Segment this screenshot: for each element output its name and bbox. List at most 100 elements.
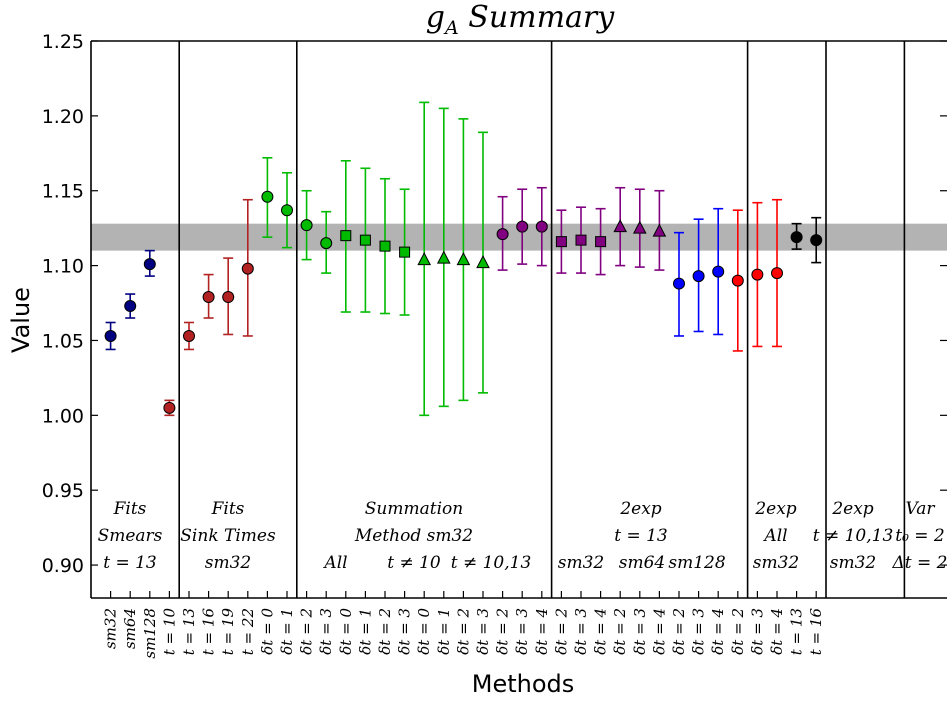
group-label: t = 13 — [614, 526, 668, 546]
marker-circle — [143, 258, 156, 271]
y-axis-label: Value — [7, 287, 35, 353]
y-tick-label: 0.90 — [42, 555, 84, 577]
marker-circle — [281, 204, 293, 217]
group-label: Fits — [113, 499, 147, 519]
marker-circle — [222, 291, 235, 304]
data-point — [692, 218, 705, 333]
marker-circle — [731, 274, 744, 287]
data-point — [124, 293, 137, 319]
marker-circle — [790, 231, 803, 244]
marker-circle — [300, 219, 313, 232]
y-tick-label: 1.20 — [42, 106, 84, 128]
x-tick-label: δt = 1 — [356, 608, 374, 655]
marker-square — [399, 246, 411, 258]
x-tick-label: δt = 3 — [513, 608, 531, 655]
data-point — [163, 399, 176, 417]
group-label: Sink Times — [180, 526, 276, 546]
group-sublabel: sm64 — [619, 553, 665, 573]
data-point — [143, 249, 156, 277]
marker-circle — [320, 237, 333, 250]
marker-square — [575, 234, 587, 246]
y-tick-label: 1.05 — [42, 330, 84, 352]
data-point — [436, 107, 451, 408]
marker-circle — [771, 267, 783, 280]
x-tick-label: δt = 1 — [278, 608, 296, 655]
group-sublabel: sm128 — [668, 553, 725, 573]
x-tick-label: t = 13 — [180, 608, 198, 655]
y-tick-label: 1.00 — [42, 405, 84, 427]
x-tick-label: δt = 3 — [396, 608, 414, 655]
chart-title-main: g — [426, 0, 445, 35]
marker-circle — [202, 291, 215, 304]
x-tick-label: sm128 — [141, 608, 159, 659]
marker-circle — [124, 300, 137, 313]
data-point — [456, 118, 471, 402]
x-tick-label: δt = 2 — [552, 608, 570, 655]
group-sublabel: All — [322, 553, 347, 573]
x-tick-label: δt = 4 — [592, 608, 610, 655]
data-point — [790, 222, 803, 250]
data-point — [751, 201, 764, 348]
marker-triangle — [476, 255, 490, 269]
y-tick-label: 1.15 — [42, 181, 84, 203]
marker-square — [359, 234, 371, 246]
x-tick-label: δt = 0 — [258, 608, 276, 655]
x-tick-label: δt = 2 — [670, 608, 688, 655]
marker-circle — [692, 270, 705, 283]
marker-circle — [496, 228, 509, 241]
group-label: 2exp — [619, 499, 661, 519]
data-point — [104, 321, 117, 351]
group-label: sm32 — [205, 553, 251, 573]
chart-title: gA Summary — [426, 0, 615, 39]
marker-square — [595, 236, 607, 248]
marker-square — [340, 230, 352, 242]
x-tick-label: δt = 3 — [317, 608, 335, 655]
x-tick-label: sm32 — [102, 608, 120, 649]
data-point — [202, 273, 215, 319]
plot-content: Fits Smears t = 13 Fits Sink Times sm32 Summat… — [91, 41, 947, 598]
data-point — [810, 216, 823, 264]
marker-square — [555, 236, 567, 248]
data-point — [379, 177, 391, 315]
marker-triangle — [417, 252, 432, 266]
data-point — [516, 188, 529, 265]
data-point — [222, 257, 235, 336]
data-point — [359, 167, 371, 313]
data-point — [652, 189, 667, 271]
group-label: t₀ = 2 — [895, 526, 945, 546]
marker-triangle — [632, 220, 647, 234]
data-point — [575, 206, 587, 274]
x-tick-label: t = 16 — [807, 608, 825, 656]
data-point — [241, 198, 254, 337]
marker-circle — [163, 401, 176, 414]
data-point — [183, 321, 195, 351]
group-label: Summation — [365, 499, 463, 519]
group-label: sm32 — [830, 553, 876, 573]
data-point — [261, 156, 274, 238]
x-tick-label: δt = 2 — [376, 608, 394, 655]
x-tick-label: δt = 2 — [454, 608, 472, 655]
data-point — [731, 209, 744, 352]
x-tick-label: sm64 — [121, 608, 139, 649]
group-label: Fits — [211, 499, 245, 519]
x-tick-label: δt = 2 — [494, 608, 512, 655]
data-point — [535, 186, 548, 267]
marker-circle — [104, 329, 117, 342]
x-tick-label: t = 13 — [788, 608, 806, 655]
x-tick-label: δt = 3 — [474, 608, 492, 655]
group-label: Var — [906, 499, 936, 519]
marker-circle — [261, 190, 274, 203]
marker-circle — [673, 277, 685, 290]
marker-circle — [183, 329, 195, 342]
x-tick-label: δt = 3 — [748, 608, 766, 655]
group-sublabel: t ≠ 10,13 — [451, 553, 532, 573]
chart-title-rest: Summary — [459, 0, 616, 35]
data-point — [712, 207, 725, 336]
marker-circle — [241, 262, 254, 275]
x-tick-label: δt = 4 — [650, 608, 668, 655]
data-point — [613, 186, 628, 267]
x-tick-label: t = 19 — [219, 608, 237, 656]
data-point — [320, 210, 333, 274]
group-label: All — [762, 526, 787, 546]
